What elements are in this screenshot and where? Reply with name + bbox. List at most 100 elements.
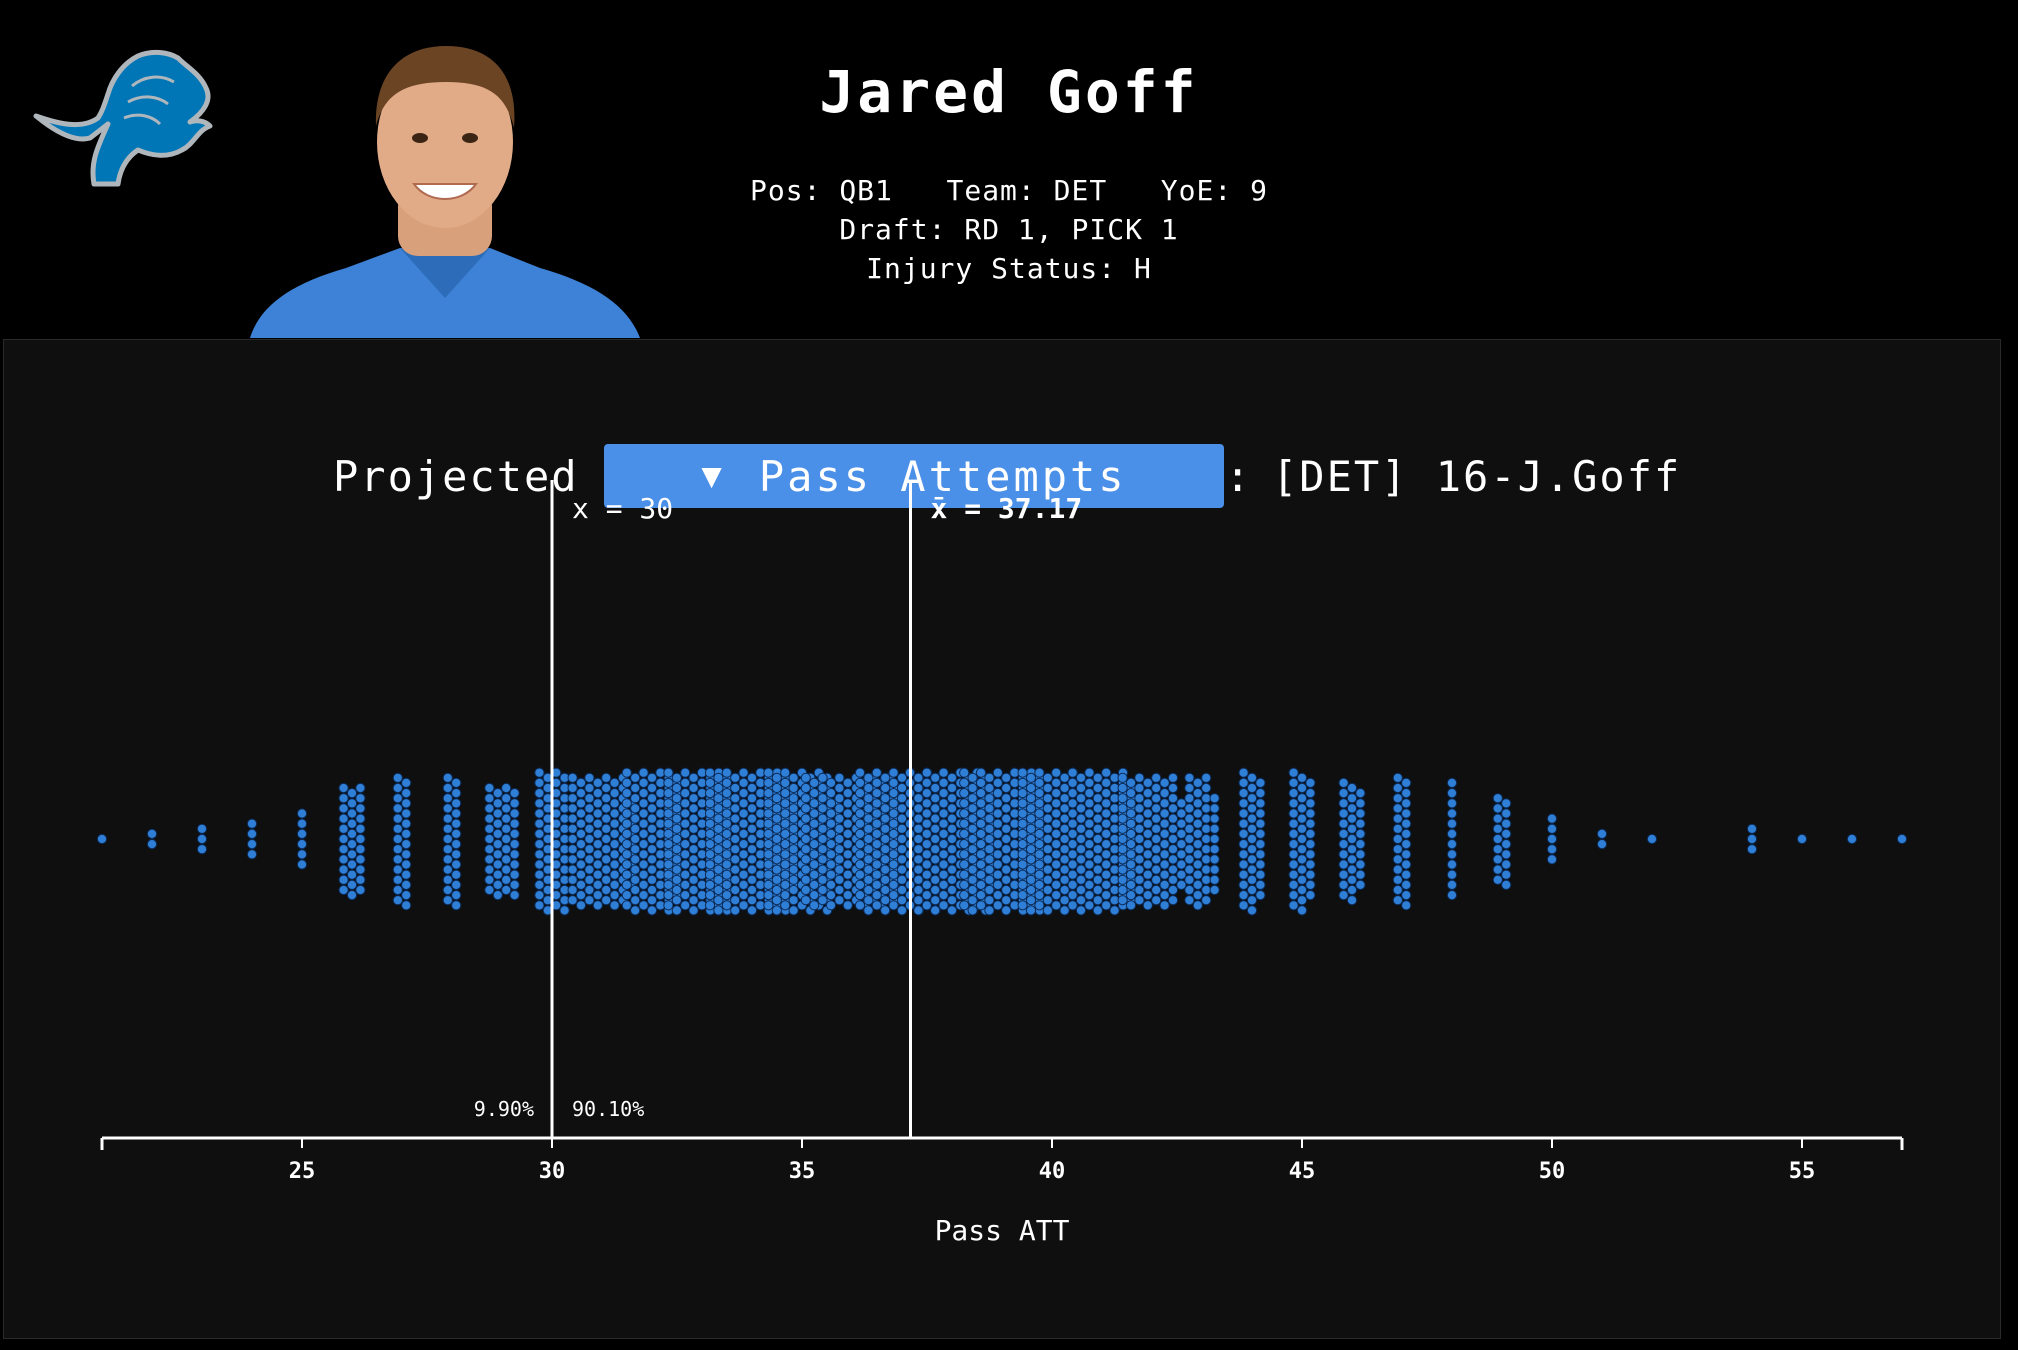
beeswarm-dot (355, 874, 366, 885)
beeswarm-dot (1209, 833, 1220, 845)
beeswarm-dot (442, 782, 453, 794)
beeswarm-dot (534, 849, 545, 860)
player-name: Jared Goff (819, 58, 1199, 126)
beeswarm-dot (1296, 823, 1308, 834)
beeswarm-dot (601, 772, 612, 783)
beeswarm-dot (842, 859, 853, 870)
beeswarm-dot (630, 884, 641, 896)
beeswarm-dot (663, 777, 674, 788)
beeswarm-dot (609, 798, 620, 809)
beeswarm-dot (638, 828, 649, 839)
beeswarm-dot (1492, 844, 1503, 855)
beeswarm-dot (984, 793, 995, 804)
beeswarm-dot (825, 818, 837, 829)
beeswarm-dot (834, 874, 845, 885)
beeswarm-dot (863, 793, 874, 804)
beeswarm-dot (788, 793, 799, 804)
beeswarm-dot (921, 777, 932, 788)
beeswarm-dot (1401, 849, 1412, 860)
beeswarm-dot (984, 854, 995, 865)
beeswarm-dot (401, 808, 412, 819)
beeswarm-dot (1346, 803, 1358, 814)
beeswarm-dot (646, 884, 658, 896)
beeswarm-dot (1034, 890, 1045, 901)
beeswarm-dot (671, 782, 682, 794)
beeswarm-dot (1059, 793, 1070, 804)
beeswarm-dot (967, 895, 978, 906)
beeswarm-dot (938, 839, 949, 850)
beeswarm-dot (1238, 890, 1249, 901)
beeswarm-dot (763, 808, 774, 819)
beeswarm-dot (780, 890, 791, 901)
beeswarm-dot (800, 793, 811, 804)
beeswarm-dot (880, 782, 891, 794)
beeswarm-dot (1117, 803, 1128, 814)
beeswarm-dot (1001, 823, 1012, 834)
beeswarm-dot (1051, 869, 1062, 880)
beeswarm-dot (601, 803, 612, 814)
beeswarm-dot (930, 813, 941, 824)
beeswarm-dot (559, 905, 570, 916)
beeswarm-dot (246, 849, 258, 860)
beeswarm-dot (1296, 884, 1308, 896)
beeswarm-dot (492, 849, 503, 860)
beeswarm-dot (817, 803, 828, 814)
beeswarm-dot (704, 777, 716, 788)
beeswarm-dot (1017, 839, 1028, 850)
beeswarm-dot (880, 813, 891, 824)
beeswarm-dot (401, 859, 412, 870)
beeswarm-dot (1401, 777, 1412, 788)
beeswarm-dot (938, 900, 949, 911)
beeswarm-dot (1167, 864, 1179, 875)
beeswarm-dot (1338, 808, 1349, 819)
beeswarm-dot (880, 803, 891, 814)
beeswarm-dot (913, 884, 924, 896)
beeswarm-dot (688, 793, 699, 804)
beeswarm-dot (967, 813, 978, 824)
beeswarm-dot (825, 798, 837, 809)
pos-value: QB1 (839, 174, 893, 207)
beeswarm-dot (1051, 879, 1062, 891)
beeswarm-dot (746, 905, 758, 916)
beeswarm-dot (1042, 782, 1053, 794)
beeswarm-dot (771, 793, 782, 804)
beeswarm-dot (534, 818, 545, 829)
yoe-value: 9 (1250, 174, 1268, 207)
beeswarm-dot (1034, 839, 1045, 850)
beeswarm-dot (780, 798, 791, 809)
beeswarm-dot (1142, 869, 1153, 880)
beeswarm-dot (630, 905, 641, 916)
beeswarm-dot (1296, 803, 1308, 814)
beeswarm-dot (896, 884, 908, 896)
beeswarm-dot (825, 849, 837, 860)
beeswarm-dot (567, 793, 578, 804)
beeswarm-dot (921, 900, 932, 911)
beeswarm-dot (825, 869, 837, 880)
beeswarm-dot (484, 874, 495, 885)
beeswarm-dot (1288, 818, 1299, 829)
beeswarm-dot (1075, 803, 1087, 814)
beeswarm-dot (509, 890, 520, 901)
beeswarm-dot (1151, 813, 1162, 824)
x-axis: 25 30 35 40 45 50 55 (100, 1136, 1904, 1184)
beeswarm-dot (501, 864, 512, 875)
beeswarm-dot (1034, 788, 1045, 799)
beeswarm-dot (880, 895, 891, 906)
beeswarm-dot (1101, 777, 1112, 788)
beeswarm-dot (1192, 859, 1203, 870)
beeswarm-dot (1296, 905, 1308, 916)
beeswarm-dot (738, 788, 749, 799)
beeswarm-dot (630, 844, 641, 855)
beeswarm-dot (1355, 879, 1366, 891)
beeswarm-dot (621, 859, 632, 870)
beeswarm-dot (1305, 839, 1316, 850)
beeswarm-dot (1446, 839, 1458, 850)
beeswarm-dot (1201, 833, 1212, 845)
beeswarm-dot (1001, 884, 1012, 896)
beeswarm-dot (1392, 823, 1403, 834)
beeswarm-dot (1192, 879, 1203, 891)
stat-dropdown[interactable]: ▼ Pass Attempts (604, 444, 1224, 508)
beeswarm-dot (509, 808, 520, 819)
beeswarm-dot (738, 808, 749, 819)
beeswarm-dot (1446, 808, 1458, 819)
